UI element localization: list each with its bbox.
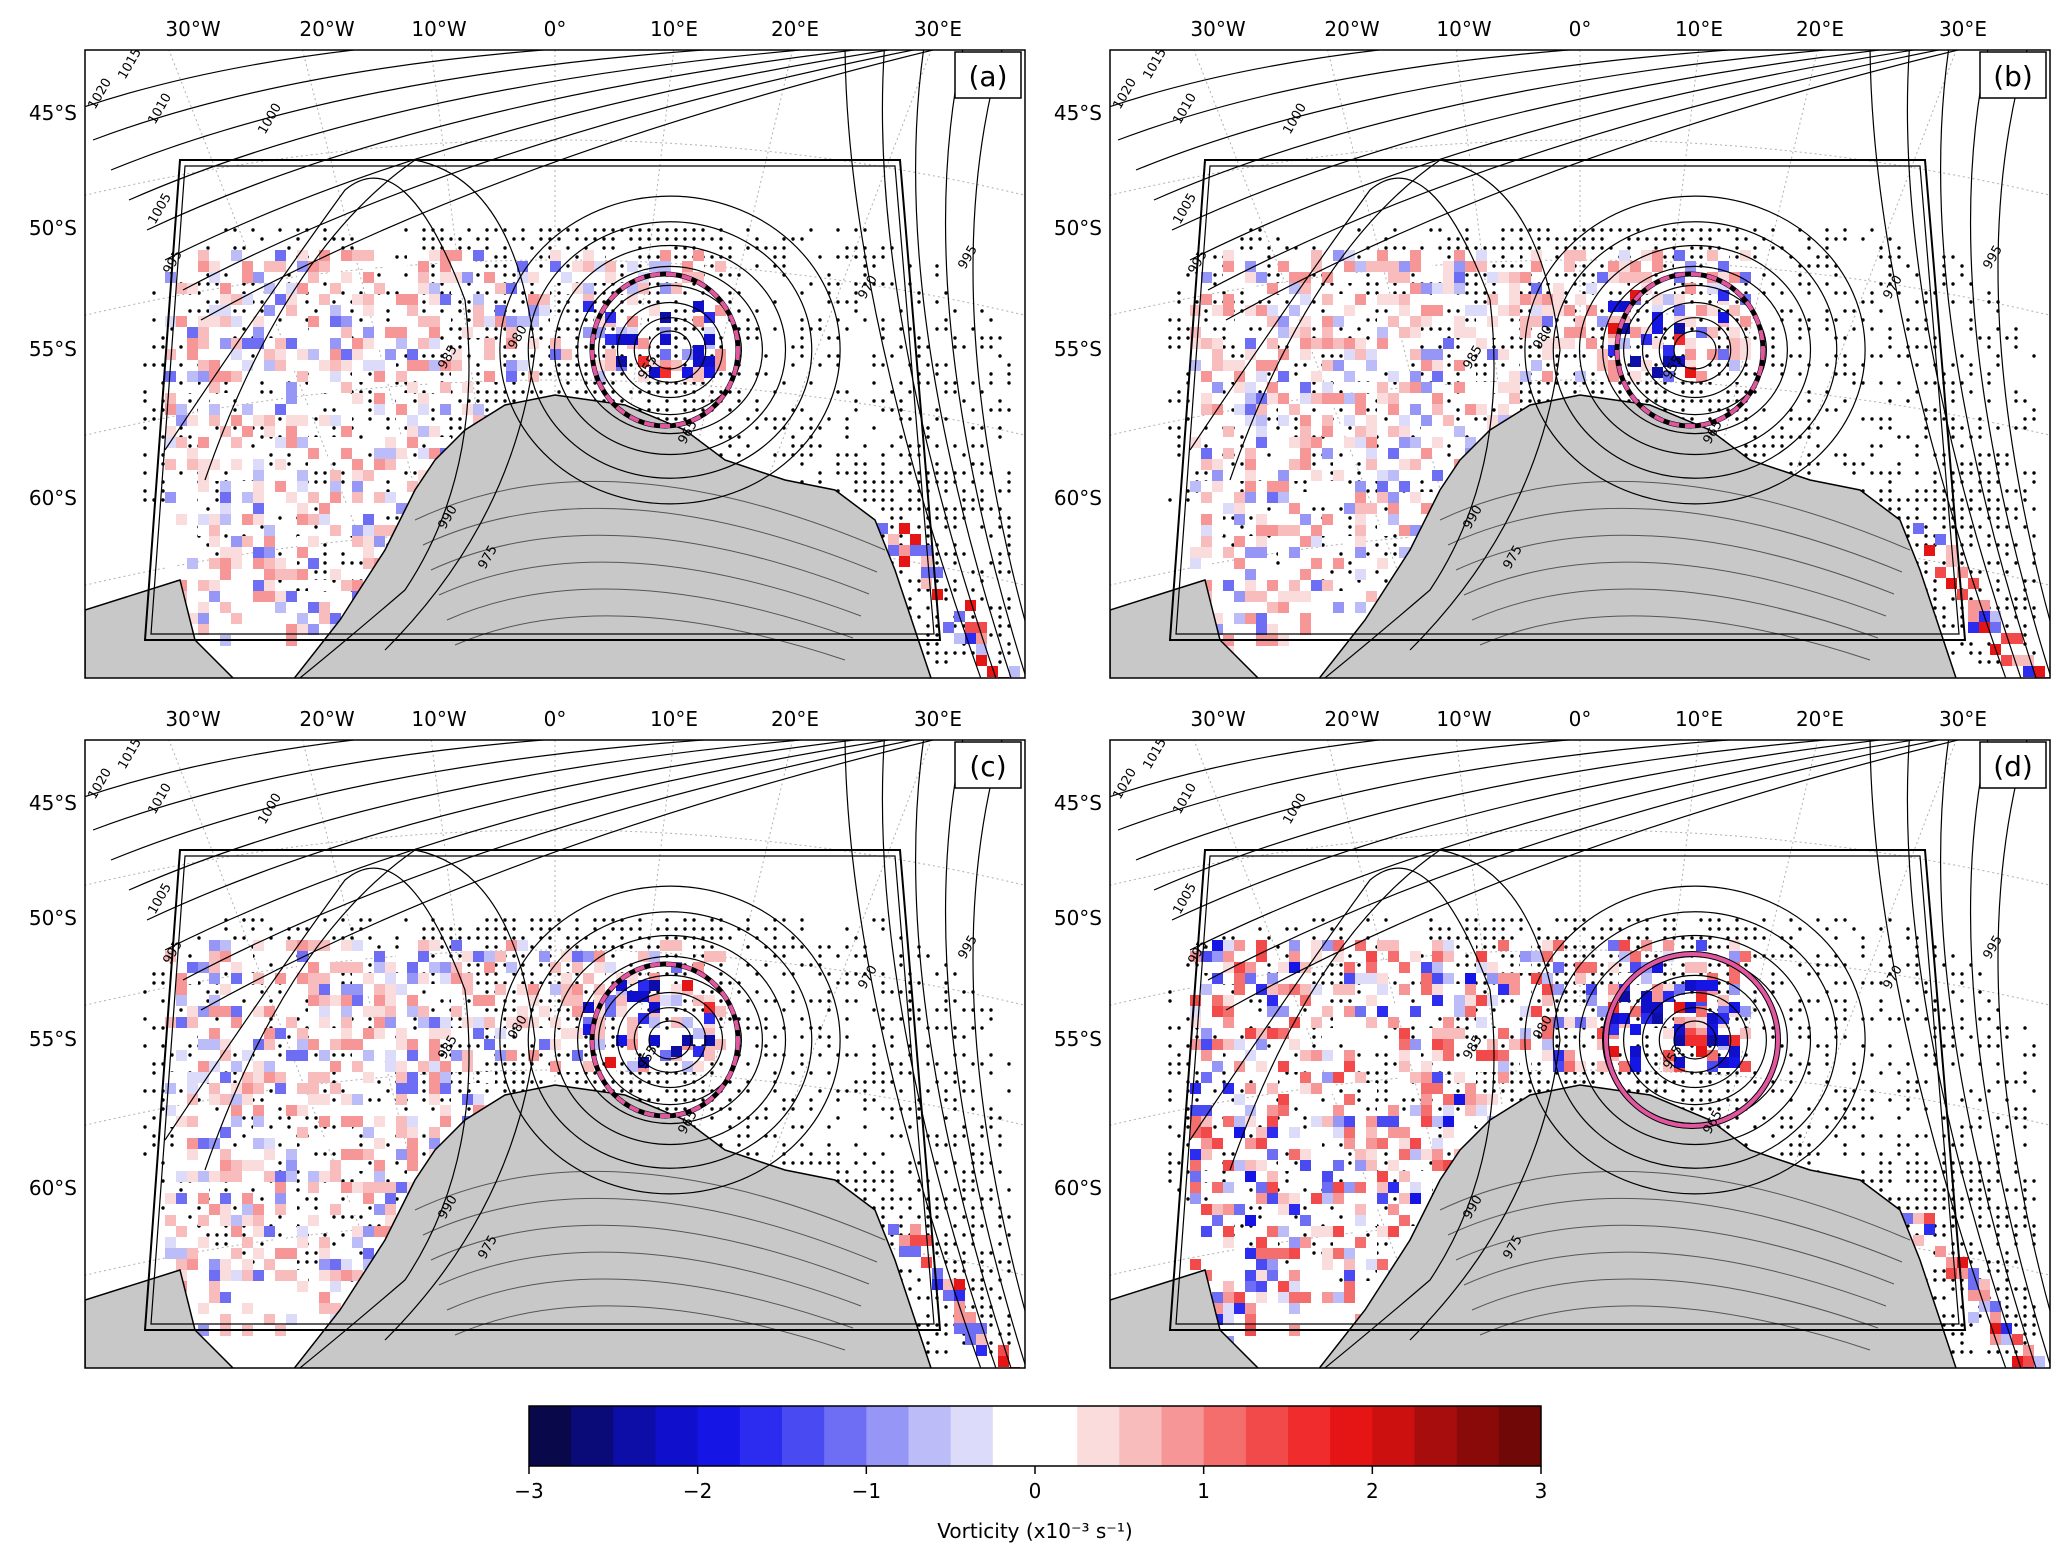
lon-label: 0°	[1569, 17, 1592, 41]
map-area: 1020101510101005100099599098598097597095…	[65, 723, 1045, 1420]
colorbar-swatch	[1372, 1406, 1415, 1466]
panel-label: (d)	[1993, 750, 2033, 783]
map-panel-c: 1020101510101005100099599098598097597095…	[29, 707, 1045, 1420]
lon-label: 0°	[1569, 707, 1592, 731]
lon-label: 30°E	[914, 17, 962, 41]
colorbar-swatch	[866, 1406, 909, 1466]
colorbar: −3 −2 −1 0 1 2 3 Vorticity (x10⁻³ s⁻¹)	[514, 1406, 1547, 1543]
colorbar-tick-label: −2	[683, 1479, 712, 1503]
lon-label: 20°W	[1324, 17, 1379, 41]
lat-label: 45°S	[1054, 791, 1102, 815]
colorbar-tick-label: 3	[1535, 1479, 1548, 1503]
panel-label: (c)	[969, 750, 1006, 783]
lon-label: 30°W	[1190, 707, 1245, 731]
lon-label: 30°E	[914, 707, 962, 731]
lat-label: 45°S	[1054, 101, 1102, 125]
lon-label: 30°W	[1190, 17, 1245, 41]
colorbar-swatch	[1288, 1406, 1331, 1466]
colorbar-swatch	[1035, 1406, 1078, 1466]
lat-label: 55°S	[1054, 337, 1102, 361]
lat-label: 45°S	[29, 101, 77, 125]
lon-label: 10°E	[1675, 707, 1723, 731]
colorbar-swatch	[1077, 1406, 1120, 1466]
colorbar-swatch	[951, 1406, 994, 1466]
lat-label: 60°S	[1054, 486, 1102, 510]
lat-label: 50°S	[29, 906, 77, 930]
map-panel-a: 1020101510101005100099599098598097597095…	[29, 17, 1045, 730]
colorbar-tick-label: 2	[1366, 1479, 1379, 1503]
panel-label: (b)	[1993, 60, 2033, 93]
lon-label: 30°E	[1939, 707, 1987, 731]
lon-label: 10°W	[1436, 707, 1491, 731]
colorbar-swatch	[782, 1406, 825, 1466]
lon-label: 30°W	[165, 17, 220, 41]
map-area: 1020101510101005100099599098598097597095…	[65, 33, 1045, 730]
colorbar-swatch	[571, 1406, 614, 1466]
colorbar-tick-label: −1	[852, 1479, 881, 1503]
lat-label: 55°S	[1054, 1027, 1102, 1051]
lon-label: 20°E	[771, 707, 819, 731]
colorbar-swatch	[909, 1406, 952, 1466]
map-area: 1020101510101005100099599098598097597095…	[1090, 723, 2067, 1420]
lon-label: 10°E	[650, 17, 698, 41]
colorbar-swatch	[1204, 1406, 1247, 1466]
lat-label: 45°S	[29, 791, 77, 815]
colorbar-tick-label: 0	[1029, 1479, 1042, 1503]
colorbar-swatch	[698, 1406, 741, 1466]
lon-label: 20°E	[771, 17, 819, 41]
lon-label: 30°E	[1939, 17, 1987, 41]
colorbar-swatch	[1415, 1406, 1458, 1466]
lon-label: 10°W	[411, 707, 466, 731]
colorbar-swatch	[740, 1406, 783, 1466]
lon-label: 10°W	[411, 17, 466, 41]
panel-label: (a)	[968, 60, 1007, 93]
colorbar-tick-label: −3	[514, 1479, 543, 1503]
colorbar-swatch	[993, 1406, 1036, 1466]
map-area: 1020101510101005100099599098598097597095…	[1090, 33, 2067, 730]
colorbar-swatch	[1246, 1406, 1289, 1466]
colorbar-swatch	[1162, 1406, 1205, 1466]
lat-label: 60°S	[29, 486, 77, 510]
lat-label: 55°S	[29, 337, 77, 361]
lon-label: 20°E	[1796, 707, 1844, 731]
lon-label: 10°E	[1675, 17, 1723, 41]
colorbar-tick-label: 1	[1197, 1479, 1210, 1503]
colorbar-swatch	[1119, 1406, 1162, 1466]
lat-label: 50°S	[1054, 906, 1102, 930]
colorbar-swatch	[1457, 1406, 1500, 1466]
lon-label: 0°	[544, 17, 567, 41]
colorbar-label: Vorticity (x10⁻³ s⁻¹)	[937, 1519, 1132, 1543]
colorbar-swatch	[529, 1406, 572, 1466]
lat-label: 60°S	[1054, 1176, 1102, 1200]
lon-label: 20°W	[1324, 707, 1379, 731]
lon-label: 30°W	[165, 707, 220, 731]
lon-label: 10°E	[650, 707, 698, 731]
colorbar-swatch	[613, 1406, 656, 1466]
lon-label: 10°W	[1436, 17, 1491, 41]
lat-label: 50°S	[1054, 216, 1102, 240]
lat-label: 55°S	[29, 1027, 77, 1051]
map-panel-d: 1020101510101005100099599098598097597095…	[1054, 707, 2067, 1420]
lon-label: 0°	[544, 707, 567, 731]
lon-label: 20°W	[299, 17, 354, 41]
colorbar-swatch	[656, 1406, 699, 1466]
colorbar-swatch	[1499, 1406, 1542, 1466]
map-panel-b: 1020101510101005100099599098598097597095…	[1054, 17, 2067, 730]
lat-label: 60°S	[29, 1176, 77, 1200]
lon-label: 20°W	[299, 707, 354, 731]
lat-label: 50°S	[29, 216, 77, 240]
lon-label: 20°E	[1796, 17, 1844, 41]
colorbar-swatch	[1330, 1406, 1373, 1466]
colorbar-swatch	[824, 1406, 867, 1466]
